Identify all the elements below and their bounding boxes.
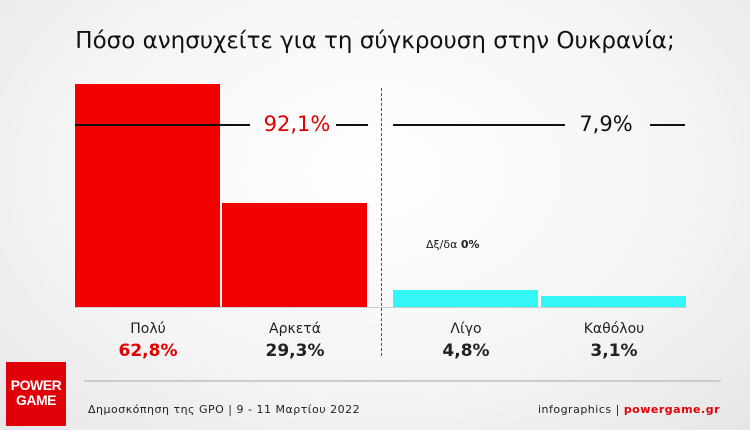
dont-know-text: Δξ/δα (426, 238, 458, 251)
group-line-left (75, 124, 250, 126)
category-label: Αρκετά (269, 321, 321, 337)
value-label: 3,1% (590, 341, 638, 361)
chart-title: Πόσο ανησυχείτε για τη σύγκρουση στην Ου… (75, 28, 675, 54)
category-label: Καθόλου (583, 321, 645, 337)
logo-line2: GAME (16, 392, 57, 408)
group-divider (381, 88, 382, 356)
group-total-not-concerned: 7,9% (579, 112, 633, 136)
bar-1 (222, 202, 367, 307)
category-label: Πολύ (130, 321, 166, 337)
dont-know-value: 0% (460, 238, 480, 251)
dont-know-label: Δξ/δα 0% (426, 238, 480, 251)
group-line-right-end (650, 124, 685, 126)
group-total-concerned: 92,1% (263, 112, 331, 136)
value-label: 4,8% (442, 341, 490, 361)
bar-3 (541, 295, 686, 307)
powergame-logo: POWER GAME (6, 362, 66, 426)
bar-0 (75, 84, 220, 307)
source-text: Δημοσκόπηση της GPO | 9 - 11 Μαρτίου 202… (88, 403, 361, 416)
logo-line1: POWER (10, 377, 62, 393)
credit-prefix: infographics | (537, 403, 624, 416)
bar-2 (393, 289, 538, 307)
group-line-right (393, 124, 565, 126)
group-line-left-end (336, 124, 368, 126)
footer-divider (84, 380, 721, 382)
value-label: 29,3% (265, 341, 325, 361)
category-label: Λίγο (450, 321, 482, 337)
value-label: 62,8% (118, 341, 178, 361)
credit-text: infographics | powergame.gr (538, 403, 720, 416)
credit-site-link[interactable]: powergame.gr (623, 403, 720, 416)
